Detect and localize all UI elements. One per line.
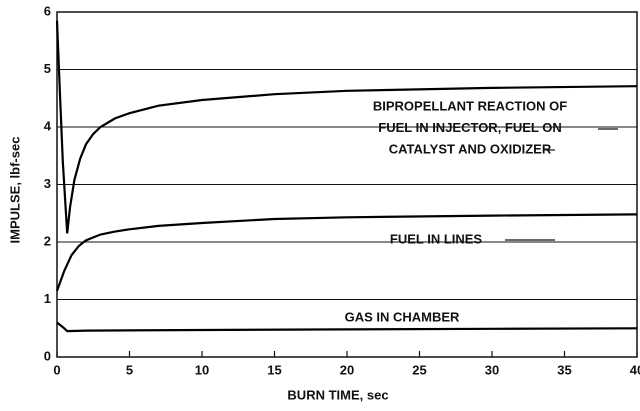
x-tick-label: 40 xyxy=(630,362,640,377)
annotation: FUEL IN LINES xyxy=(390,231,483,246)
y-tick-label: 1 xyxy=(44,291,51,306)
x-tick-label: 0 xyxy=(53,362,60,377)
y-tick-label: 6 xyxy=(44,3,51,18)
x-tick-label: 20 xyxy=(340,362,354,377)
y-tick-label: 3 xyxy=(44,176,51,191)
y-tick-label: 5 xyxy=(44,61,51,76)
x-tick-label: 15 xyxy=(267,362,281,377)
x-tick-label: 30 xyxy=(485,362,499,377)
line-series xyxy=(55,20,638,234)
annotation: CATALYST AND OXIDIZER xyxy=(389,141,552,156)
y-axis-label: IMPULSE, lbf-sec xyxy=(7,137,22,244)
y-tick-label: 4 xyxy=(44,118,52,133)
y-tick-label: 0 xyxy=(44,348,51,363)
annotation: GAS IN CHAMBER xyxy=(345,309,460,324)
x-axis-label: BURN TIME, sec xyxy=(287,387,388,402)
x-tick-label: 25 xyxy=(412,362,426,377)
x-tick-label: 10 xyxy=(195,362,209,377)
x-tick-label: 5 xyxy=(126,362,133,377)
line-series xyxy=(56,321,638,333)
annotation: BIPROPELLANT REACTION OF xyxy=(373,98,567,113)
y-tick-label: 2 xyxy=(44,233,51,248)
line-series xyxy=(55,213,638,292)
x-tick-label: 35 xyxy=(557,362,571,377)
annotation: FUEL IN INJECTOR, FUEL ON xyxy=(378,120,561,135)
